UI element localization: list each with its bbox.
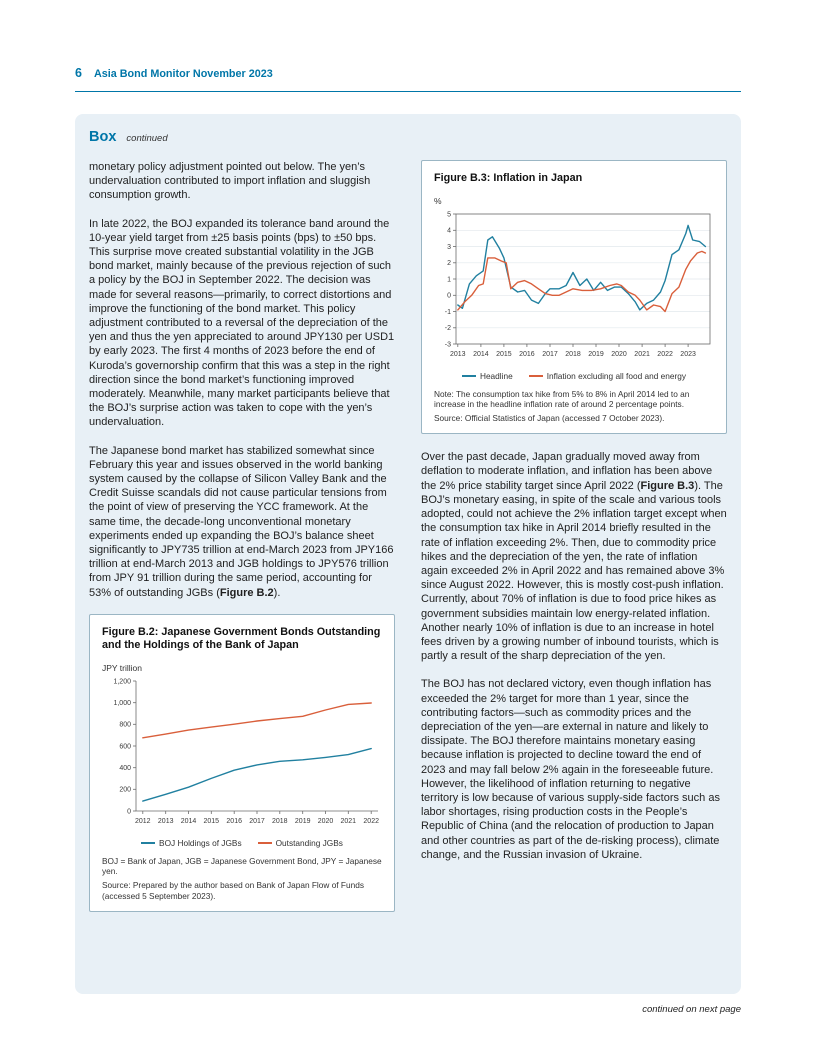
svg-text:3: 3 (447, 243, 451, 250)
box-label: Box (89, 129, 117, 145)
figure-b3-chart: -3 -2 -1 0 1 2 3 4 5 2013 2014 2015 2016 2017 2018 2019… (445, 211, 711, 358)
figure-b2-legend: BOJ Holdings of JGBs Outstanding JGBs (102, 838, 382, 848)
svg-text:600: 600 (119, 743, 131, 750)
svg-text:2017: 2017 (542, 351, 558, 358)
svg-text:2: 2 (447, 260, 451, 267)
svg-text:2020: 2020 (611, 351, 627, 358)
legend-label: Headline (479, 370, 513, 381)
svg-text:2016: 2016 (519, 351, 535, 358)
legend-label: BOJ Holdings of JGBs (159, 837, 242, 848)
paragraph-right-2: The BOJ has not declared victory, even t… (421, 678, 720, 861)
svg-text:1: 1 (447, 276, 451, 283)
figure-b3-panel: Figure B.3: Inflation in Japan % -3 -2 -1 0… (421, 160, 727, 435)
svg-text:2019: 2019 (588, 351, 604, 358)
svg-text:2016: 2016 (226, 818, 242, 825)
paragraph-right-1-end: ). The BOJ’s monetary easing, in spite o… (421, 479, 727, 663)
svg-text:2013: 2013 (450, 351, 466, 358)
figure-b2-source: Source: Prepared by the author based on … (102, 880, 364, 901)
header-title: Asia Bond Monitor November 2023 (93, 68, 273, 80)
svg-text:5: 5 (447, 211, 451, 218)
svg-text:2023: 2023 (680, 351, 696, 358)
svg-text:200: 200 (119, 787, 131, 794)
svg-text:-2: -2 (445, 325, 451, 332)
legend-item-outstanding-jgbs: Outstanding JGBs (257, 837, 343, 848)
figure-b2-reference: Figure B.2 (219, 586, 274, 599)
svg-text:1,200: 1,200 (113, 678, 131, 685)
svg-text:2021: 2021 (341, 818, 357, 825)
svg-text:2012: 2012 (135, 818, 151, 825)
figure-b3-title: Figure B.3: Inflation in Japan (434, 172, 583, 184)
svg-text:-1: -1 (445, 308, 451, 315)
svg-text:2022: 2022 (363, 818, 379, 825)
figure-b3-note: Note: The consumption tax hike from 5% t… (434, 388, 690, 410)
paragraph-right-1: Over the past decade, Japan gradually mo… (421, 450, 727, 663)
paragraph-right-1-text: Over the past decade, Japan gradually mo… (421, 451, 713, 492)
figure-b2-note: BOJ = Bank of Japan, JGB = Japanese Gove… (102, 855, 382, 877)
legend-item-boj-holdings: BOJ Holdings of JGBs (141, 838, 242, 848)
svg-text:4: 4 (447, 227, 451, 234)
svg-text:800: 800 (119, 722, 131, 729)
svg-text:1,000: 1,000 (113, 700, 131, 707)
figure-b2-panel: Figure B.2: Japanese Government Bonds Ou… (89, 613, 395, 913)
box-heading: Box continued (89, 128, 727, 146)
svg-text:2019: 2019 (295, 818, 311, 825)
svg-text:2018: 2018 (565, 351, 581, 358)
figure-b3-legend: Headline Inflation excluding all food an… (434, 371, 714, 381)
figure-b3-axis-unit: % (434, 195, 442, 206)
svg-text:2020: 2020 (318, 818, 334, 825)
svg-text:2013: 2013 (158, 818, 174, 825)
paragraph-left-1: monetary policy adjustment pointed out b… (89, 161, 371, 202)
figure-b2-axis-unit: JPY trillion (102, 662, 142, 673)
svg-text:2014: 2014 (473, 351, 489, 358)
red-line-swatch (528, 374, 543, 377)
svg-text:2021: 2021 (634, 351, 650, 358)
svg-text:0: 0 (127, 808, 131, 815)
left-column: monetary policy adjustment pointed out b… (89, 160, 395, 913)
svg-text:2014: 2014 (181, 818, 197, 825)
page-number: 6 (75, 66, 82, 80)
svg-text:2022: 2022 (657, 351, 673, 358)
right-column: Figure B.3: Inflation in Japan % -3 -2 -1 0… (421, 160, 727, 912)
continued-on-next-page-note: continued on next page (642, 1004, 741, 1015)
page-header: 6 Asia Bond Monitor November 2023 (75, 64, 741, 92)
figure-b3-reference: Figure B.3 (640, 479, 695, 492)
svg-text:2015: 2015 (496, 351, 512, 358)
paragraph-left-3-text: The Japanese bond market has stabilized … (89, 444, 394, 599)
paragraph-left-3-end: ). (273, 586, 281, 599)
paragraph-left-2: In late 2022, the BOJ expanded its toler… (89, 217, 395, 429)
svg-text:2018: 2018 (272, 818, 288, 825)
teal-line-swatch (461, 374, 476, 377)
red-line-swatch (257, 841, 272, 844)
figure-b3-source: Source: Official Statistics of Japan (ac… (434, 412, 665, 423)
legend-label: Outstanding JGBs (275, 837, 343, 848)
figure-b2-title: Figure B.2: Japanese Government Bonds Ou… (102, 625, 381, 652)
box-columns: monetary policy adjustment pointed out b… (89, 160, 727, 913)
box-continued-label: continued (126, 133, 168, 144)
svg-text:400: 400 (119, 765, 131, 772)
figure-b2-chart: 0 200 400 600 800 1,000 1,200 2012 2013 2014 2015 2… (113, 678, 379, 825)
legend-item-core-inflation: Inflation excluding all food and energy (528, 370, 687, 381)
svg-text:0: 0 (447, 292, 451, 299)
legend-label: Inflation excluding all food and energy (546, 370, 687, 381)
svg-text:2017: 2017 (249, 818, 265, 825)
svg-text:2015: 2015 (204, 818, 220, 825)
paragraph-left-3: The Japanese bond market has stabilized … (89, 444, 395, 600)
teal-line-swatch (141, 841, 156, 844)
legend-item-headline: Headline (461, 370, 513, 381)
box-panel: Box continued monetary policy adjustment … (75, 114, 741, 994)
svg-text:-3: -3 (445, 341, 451, 348)
